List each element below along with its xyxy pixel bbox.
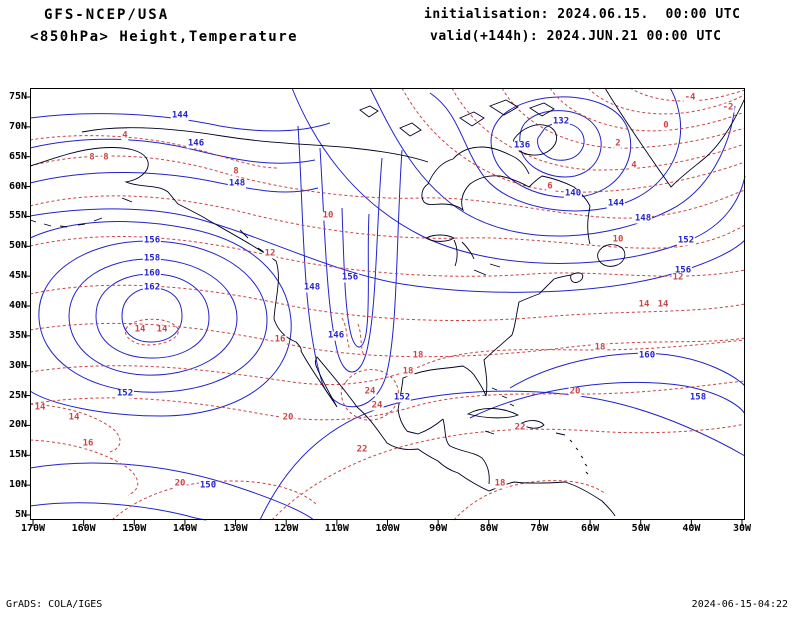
lon-label: 40W bbox=[682, 523, 701, 534]
contour-label-temp: 0 bbox=[662, 120, 670, 131]
contour-label-temp: 14 bbox=[133, 324, 147, 335]
lat-label: 65N bbox=[8, 150, 27, 162]
contour-label-height: 162 bbox=[142, 282, 162, 293]
contour-label-height: 148 bbox=[227, 178, 247, 189]
lon-label: 60W bbox=[581, 523, 600, 534]
lat-label: 35N bbox=[8, 329, 27, 341]
lon-label: 140W bbox=[172, 523, 197, 534]
lat-label: 60N bbox=[8, 180, 27, 192]
contour-label-temp: 12 bbox=[671, 272, 685, 283]
contour-label-height: 160 bbox=[142, 268, 162, 279]
contour-label-height: 132 bbox=[551, 116, 571, 127]
contour-label-temp: 14 bbox=[155, 324, 169, 335]
field-title: <850hPa> Height,Temperature bbox=[30, 29, 299, 45]
contour-label-temp: 8 bbox=[102, 152, 110, 163]
lat-label: 50N bbox=[8, 240, 27, 252]
lon-label: 30W bbox=[732, 523, 752, 534]
lat-label: 10N bbox=[8, 479, 27, 491]
axis-ticks bbox=[24, 96, 743, 526]
contour-label-temp: 18 bbox=[593, 342, 607, 353]
contour-label-temp: 18 bbox=[493, 478, 507, 489]
contour-label-temp: 8 bbox=[88, 152, 96, 163]
contour-label-height: 158 bbox=[688, 392, 708, 403]
contour-label-height: 152 bbox=[115, 388, 135, 399]
contour-label-temp: -2 bbox=[721, 102, 735, 113]
init-time: initialisation: 2024.06.15. 00:00 UTC bbox=[424, 7, 741, 22]
contour-label-temp: 22 bbox=[355, 444, 369, 455]
grads-credit: GrADS: COLA/IGES bbox=[6, 599, 103, 610]
lat-label: 70N bbox=[8, 120, 27, 132]
contour-label-temp: 2 bbox=[614, 138, 622, 149]
contour-label-temp: 18 bbox=[401, 366, 415, 377]
lon-label: 160W bbox=[71, 523, 96, 534]
contour-label-temp: 14 bbox=[637, 299, 651, 310]
lon-label: 150W bbox=[122, 523, 147, 534]
contour-label-temp: 10 bbox=[321, 210, 335, 221]
lat-label: 5N bbox=[14, 509, 27, 520]
contour-label-height: 136 bbox=[512, 140, 532, 151]
contour-label-height: 160 bbox=[637, 350, 657, 361]
valid-time: valid(+144h): 2024.JUN.21 00:00 UTC bbox=[430, 29, 722, 44]
contour-label-height: 156 bbox=[673, 265, 693, 276]
map-frame bbox=[30, 88, 745, 520]
contour-label-temp: 14 bbox=[33, 402, 47, 413]
contour-label-temp: 16 bbox=[81, 438, 95, 449]
contour-label-height: 156 bbox=[142, 235, 162, 246]
contour-label-height: 148 bbox=[633, 213, 653, 224]
contour-label-temp: 12 bbox=[263, 248, 277, 259]
contour-label-temp: 4 bbox=[121, 130, 129, 141]
contour-label-height: 148 bbox=[302, 282, 322, 293]
contour-label-temp: 4 bbox=[630, 160, 638, 171]
contour-label-height: 146 bbox=[326, 330, 346, 341]
lat-label: 45N bbox=[8, 270, 27, 282]
lat-label: 30N bbox=[8, 359, 27, 371]
contour-label-temp: 14 bbox=[656, 299, 670, 310]
lon-label: 80W bbox=[479, 523, 498, 534]
lon-label: 90W bbox=[429, 523, 448, 534]
contour-label-height: 144 bbox=[606, 198, 626, 209]
contour-label-height: 158 bbox=[142, 253, 162, 264]
contour-label-temp: 10 bbox=[611, 234, 625, 245]
coastlines bbox=[29, 87, 746, 517]
creation-timestamp: 2024-06-15-04:22 bbox=[691, 599, 788, 610]
lon-label: 170W bbox=[20, 523, 46, 534]
contour-label-temp: 16 bbox=[273, 334, 287, 345]
contour-label-temp: 22 bbox=[513, 422, 527, 433]
lat-label: 75N bbox=[8, 91, 27, 102]
lat-label: 40N bbox=[8, 300, 27, 311]
contour-label-height: 140 bbox=[563, 188, 583, 199]
lon-label: 100W bbox=[375, 523, 400, 534]
lat-label: 20N bbox=[8, 419, 27, 431]
lat-label: 15N bbox=[8, 449, 27, 461]
contour-label-temp: 18 bbox=[411, 350, 425, 361]
model-title: GFS-NCEP/USA bbox=[44, 7, 170, 23]
contour-label-height: 150 bbox=[198, 480, 218, 491]
contour-label-temp: -4 bbox=[683, 92, 697, 103]
contour-label-temp: 24 bbox=[370, 400, 384, 411]
lon-label: 110W bbox=[324, 523, 349, 534]
contour-label-temp: 14 bbox=[67, 412, 81, 423]
contour-label-temp: 20 bbox=[281, 412, 295, 423]
lon-label: 120W bbox=[274, 523, 299, 534]
contour-label-temp: 20 bbox=[173, 478, 187, 489]
contour-label-height: 144 bbox=[170, 110, 190, 121]
lon-label: 70W bbox=[530, 523, 549, 534]
contour-label-temp: 6 bbox=[546, 181, 554, 192]
lat-label: 55N bbox=[8, 210, 27, 222]
contour-label-height: 156 bbox=[340, 272, 360, 283]
contour-label-height: 146 bbox=[186, 138, 206, 149]
lon-label: 130W bbox=[223, 523, 248, 534]
contour-label-height: 152 bbox=[676, 235, 696, 246]
lat-label: 25N bbox=[8, 389, 27, 401]
contour-label-temp: 24 bbox=[363, 386, 377, 397]
contour-label-height: 152 bbox=[392, 392, 412, 403]
lon-label: 50W bbox=[631, 523, 650, 534]
contour-label-temp: 20 bbox=[568, 386, 582, 397]
contour-label-temp: 8 bbox=[232, 166, 240, 177]
